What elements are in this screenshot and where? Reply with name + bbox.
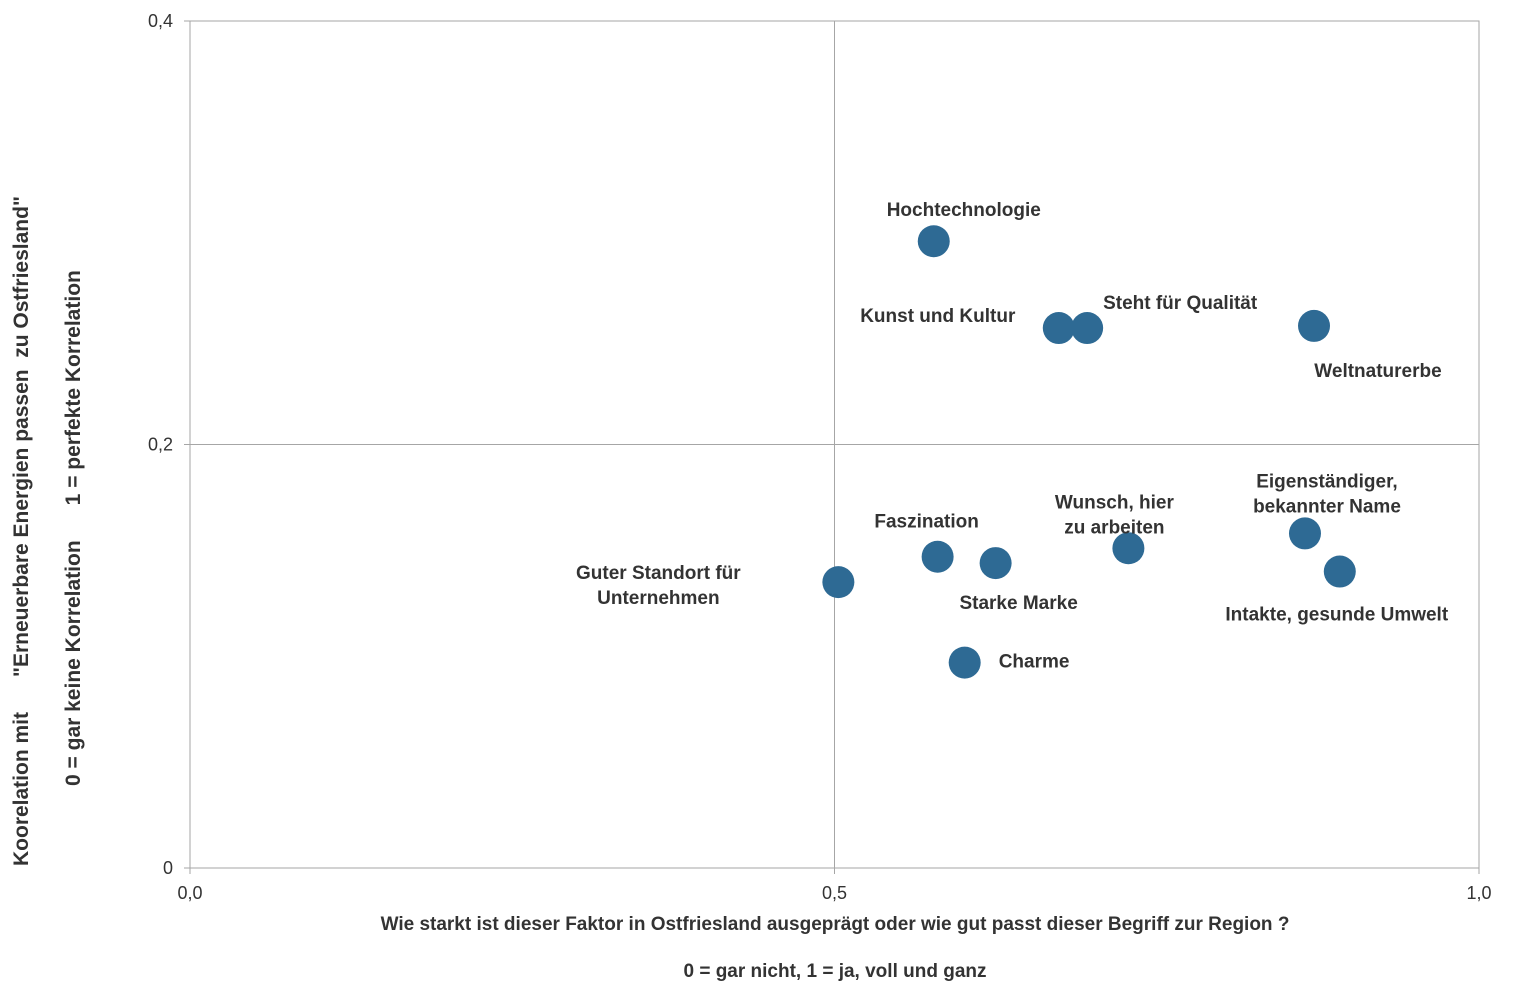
data-point (921, 540, 954, 573)
x-axis-ticks: 0,0 0,5 1,0 (177, 868, 1492, 903)
data-points (822, 225, 1356, 679)
y-axis-title-line-1: Koorelation mit "Erneuerbare Energien pa… (10, 196, 33, 866)
point-labels: Hochtechnologie Kunst und Kultur Steht für… (576, 200, 1449, 672)
x-tick-label: 1,0 (1466, 883, 1491, 903)
point-label: Charme (999, 652, 1070, 673)
data-point (979, 547, 1012, 580)
y-tick-label: 0 (163, 858, 173, 878)
point-label: Starke Marke (959, 593, 1077, 614)
point-label: Intakte, gesunde Umwelt (1225, 605, 1448, 626)
x-tick-label: 0,0 (177, 883, 202, 903)
point-label: Kunst und Kultur (860, 306, 1016, 327)
point-label: Eigenständiger, bekannter Name (1253, 471, 1401, 517)
y-tick-label: 0,2 (148, 435, 173, 455)
point-label: Weltnaturerbe (1314, 361, 1441, 382)
data-point (1298, 309, 1331, 342)
data-point (948, 646, 981, 679)
data-point (1112, 532, 1145, 565)
data-point (917, 225, 950, 258)
x-axis-note: 0 = gar nicht, 1 = ja, voll und ganz (683, 961, 986, 982)
point-label: Faszination (874, 512, 979, 533)
data-point (1071, 312, 1104, 345)
point-label: Wunsch, hier zu arbeiten (1055, 492, 1175, 538)
point-label: Hochtechnologie (887, 200, 1041, 221)
x-tick-label: 0,5 (822, 883, 847, 903)
x-axis-title: Wie starkt ist dieser Faktor in Ostfries… (381, 914, 1290, 935)
data-point (1288, 517, 1321, 550)
point-label: Guter Standort für Unternehmen (576, 563, 741, 609)
y-axis-title-line-2: 0 = gar keine Korrelation 1 = perfekte K… (62, 270, 85, 786)
y-tick-label: 0,4 (148, 11, 173, 31)
data-point (822, 566, 855, 599)
point-label: Steht für Qualität (1103, 293, 1258, 314)
data-point (1042, 312, 1075, 345)
y-axis-ticks: 0 0,2 0,4 (148, 11, 190, 878)
data-point (1323, 555, 1356, 588)
